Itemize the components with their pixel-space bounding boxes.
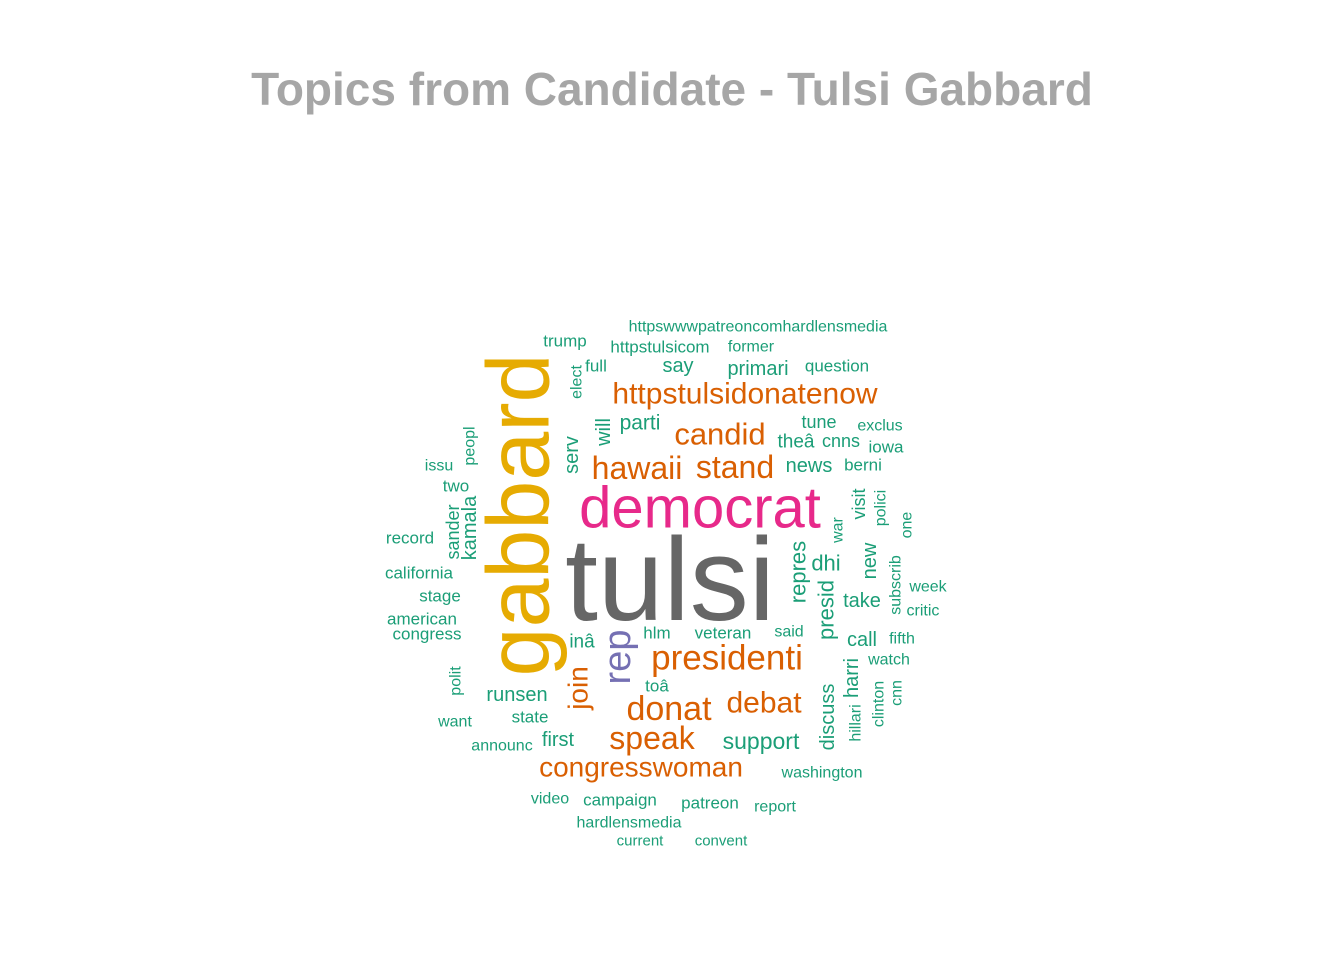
chart-title: Topics from Candidate - Tulsi Gabbard xyxy=(251,63,1093,115)
word-announc: announc xyxy=(471,738,532,755)
word-tulsi: tulsi xyxy=(565,514,775,646)
word-hlm: hlm xyxy=(643,624,670,643)
word-gabbard: gabbard xyxy=(469,354,568,677)
word-httpstulsidonatenow: httpstulsidonatenow xyxy=(612,378,878,411)
word-polit: polit xyxy=(448,666,465,696)
word-theâ: theâ xyxy=(778,432,815,453)
word-rep: rep xyxy=(597,630,639,685)
word-visit: visit xyxy=(849,489,869,520)
word-fifth: fifth xyxy=(889,631,915,648)
word-one: one xyxy=(899,512,916,539)
word-join: join xyxy=(563,666,594,711)
word-full: full xyxy=(585,357,607,376)
word-veteran: veteran xyxy=(695,624,752,643)
word-state: state xyxy=(512,708,549,727)
word-hardlensmedia: hardlensmedia xyxy=(577,815,682,832)
word-debat: debat xyxy=(726,687,802,720)
word-hawaii: hawaii xyxy=(592,450,683,486)
word-primari: primari xyxy=(727,358,788,380)
word-toâ: toâ xyxy=(645,677,669,696)
word-video: video xyxy=(531,791,569,808)
word-httpswwwpatreoncomhardlensmedia: httpswwwpatreoncomhardlensmedia xyxy=(629,319,888,336)
word-news: news xyxy=(786,455,833,477)
word-issu: issu xyxy=(425,458,453,475)
word-stand: stand xyxy=(696,449,774,485)
word-democrat: democrat xyxy=(579,476,821,541)
word-exclus: exclus xyxy=(857,418,902,435)
word-polici: polici xyxy=(873,490,890,526)
word-iowa: iowa xyxy=(869,438,905,457)
word-congress: congress xyxy=(393,625,462,644)
word-watch: watch xyxy=(867,652,910,669)
word-war: war xyxy=(830,516,847,543)
word-harri: harri xyxy=(841,658,863,698)
word-patreon: patreon xyxy=(681,794,739,813)
word-american: american xyxy=(387,610,457,629)
word-inâ: inâ xyxy=(569,632,595,653)
word-said: said xyxy=(774,624,803,641)
word-donat: donat xyxy=(626,690,712,728)
word-serv: serv xyxy=(561,436,583,474)
word-want: want xyxy=(437,714,472,731)
word-repres: repres xyxy=(786,541,811,603)
word-take: take xyxy=(843,590,881,612)
word-runsen: runsen xyxy=(486,684,547,706)
word-subscrib: subscrib xyxy=(888,555,905,615)
word-cnns: cnns xyxy=(822,431,860,451)
word-former: former xyxy=(728,339,775,356)
word-washington: washington xyxy=(781,765,863,782)
word-trump: trump xyxy=(543,332,586,351)
word-peopl: peopl xyxy=(462,426,479,465)
word-cnn: cnn xyxy=(889,680,906,706)
word-dhi: dhi xyxy=(811,551,840,576)
word-report: report xyxy=(754,799,796,816)
word-will: will xyxy=(593,418,615,447)
word-two: two xyxy=(443,477,469,496)
word-hillari: hillari xyxy=(848,704,865,741)
word-speak: speak xyxy=(609,720,695,756)
word-campaign: campaign xyxy=(583,791,657,810)
word-california: california xyxy=(385,564,454,583)
word-question: question xyxy=(805,357,869,376)
word-week: week xyxy=(908,579,947,596)
word-discuss: discuss xyxy=(817,684,839,751)
word-candid: candid xyxy=(674,417,765,452)
word-httpstulsicom: httpstulsicom xyxy=(610,338,709,357)
word-stage: stage xyxy=(419,587,461,606)
word-presidenti: presidenti xyxy=(651,639,803,678)
word-say: say xyxy=(662,355,693,377)
word-call: call xyxy=(847,629,877,651)
word-presid: presid xyxy=(814,580,839,640)
word-record: record xyxy=(386,529,434,548)
word-congresswoman: congresswoman xyxy=(539,752,743,783)
word-parti: parti xyxy=(620,412,661,435)
word-first: first xyxy=(542,729,575,751)
word-clinton: clinton xyxy=(871,681,888,727)
word-convent: convent xyxy=(695,833,748,850)
word-kamala: kamala xyxy=(459,495,481,560)
word-critic: critic xyxy=(907,603,940,620)
word-support: support xyxy=(723,728,800,754)
word-tune: tune xyxy=(801,412,836,432)
word-current: current xyxy=(617,833,665,850)
word-elect: elect xyxy=(569,365,586,399)
word-sander: sander xyxy=(443,504,463,559)
word-new: new xyxy=(859,542,881,579)
word-berni: berni xyxy=(844,456,882,475)
